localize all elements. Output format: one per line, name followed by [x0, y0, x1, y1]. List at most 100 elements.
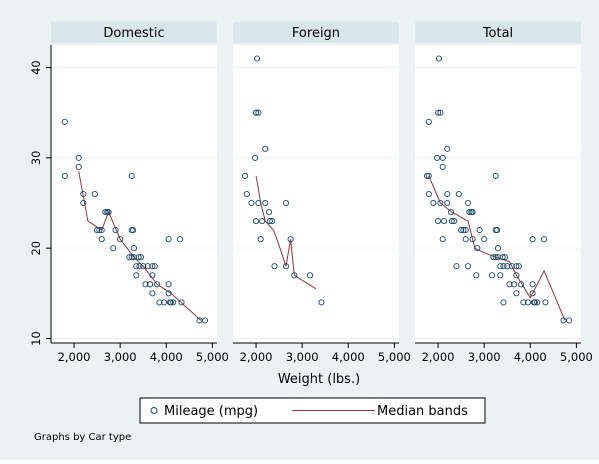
- data-point: [524, 299, 532, 306]
- data-point: [287, 236, 294, 243]
- data-point: [458, 227, 465, 234]
- data-point: [448, 218, 455, 225]
- data-point: [130, 245, 138, 252]
- data-point: [80, 190, 87, 198]
- data-point: [466, 209, 473, 216]
- data-point: [462, 227, 469, 234]
- data-point: [133, 272, 140, 279]
- x-tick-label: 3,000: [286, 350, 319, 364]
- data-point: [515, 263, 522, 270]
- data-point: [252, 154, 259, 161]
- data-point: [262, 199, 269, 207]
- legend-label-mileage: Mileage (mpg): [164, 404, 258, 419]
- x-tick-label: 2,000: [58, 350, 91, 364]
- x-tick-label: 4,000: [514, 350, 547, 364]
- data-point: [160, 299, 168, 306]
- x-tick-label: 3,000: [468, 350, 501, 364]
- data-point: [253, 55, 261, 62]
- median-band-line: [428, 175, 566, 321]
- data-point: [430, 199, 437, 207]
- data-point: [61, 118, 68, 125]
- panel-foreign: Foreign 2,000 3,000 4,000 5,000: [233, 22, 411, 364]
- data-point: [501, 254, 508, 261]
- data-point: [130, 254, 138, 261]
- data-point: [257, 236, 264, 243]
- data-point: [531, 299, 538, 306]
- graph-note: Graphs by Car type: [34, 432, 131, 443]
- y-tick-label: 40: [29, 60, 43, 75]
- data-point: [497, 263, 504, 270]
- data-point: [425, 118, 432, 125]
- data-point: [105, 209, 112, 216]
- x-tick-label: 2,000: [240, 350, 273, 364]
- data-point: [80, 199, 87, 207]
- data-point: [511, 281, 518, 288]
- data-point: [506, 281, 513, 288]
- data-point: [441, 218, 448, 225]
- data-point: [425, 190, 432, 198]
- data-point: [170, 299, 177, 306]
- x-tick-label: 2,000: [422, 350, 455, 364]
- panel-total: Total 2,000 3,000 4,000 5,000: [415, 22, 593, 364]
- data-point: [151, 263, 158, 270]
- data-point: [494, 254, 502, 261]
- data-point: [75, 163, 82, 170]
- y-tick-label: 20: [29, 241, 43, 256]
- data-point: [110, 245, 117, 252]
- median-band-line: [255, 175, 317, 290]
- x-tick-label: 4,000: [332, 350, 365, 364]
- panel-domestic: Domestic 2,000 3,000 4,000 5,000: [51, 22, 229, 364]
- panel-title: Domestic: [103, 26, 164, 41]
- data-point: [149, 290, 156, 297]
- data-point: [167, 299, 174, 306]
- x-axis-label: Weight (lbs.): [278, 372, 360, 387]
- panel-strip: [415, 22, 581, 43]
- data-point: [149, 263, 156, 270]
- data-point: [130, 227, 137, 234]
- data-point: [447, 209, 455, 216]
- data-point: [96, 227, 103, 234]
- x-tick-label: 3,000: [104, 350, 137, 364]
- data-point: [91, 190, 98, 198]
- median-band-line: [78, 171, 202, 321]
- panel-strip: [51, 22, 217, 43]
- data-point: [439, 163, 446, 170]
- data-point: [144, 263, 151, 270]
- x-tick-label: 5,000: [378, 350, 411, 364]
- data-point: [513, 290, 520, 297]
- data-point: [165, 281, 172, 288]
- panel-title: Total: [482, 26, 513, 41]
- x-tick-label: 4,000: [150, 350, 183, 364]
- data-point: [500, 299, 507, 306]
- data-point: [499, 254, 506, 261]
- panels-layer: Domestic 2,000 3,000 4,000 5,000 Foreign 2,000…: [29, 22, 593, 364]
- data-point: [437, 199, 444, 207]
- y-tick-label: 10: [29, 331, 43, 346]
- legend-marker-mileage-icon: [150, 407, 158, 414]
- data-point: [147, 281, 154, 288]
- data-point: [128, 172, 135, 179]
- data-point: [529, 290, 536, 297]
- data-point: [61, 172, 68, 179]
- data-point: [117, 236, 124, 243]
- data-point: [473, 272, 480, 279]
- data-point: [248, 199, 255, 207]
- data-point: [518, 281, 525, 288]
- data-point: [529, 236, 536, 243]
- data-point: [94, 227, 101, 234]
- data-point: [165, 290, 172, 297]
- data-point: [500, 263, 507, 270]
- data-point: [490, 254, 497, 261]
- data-point: [112, 227, 119, 234]
- data-point: [178, 299, 185, 306]
- data-point: [156, 299, 163, 306]
- data-point: [469, 236, 476, 243]
- data-point: [262, 145, 269, 152]
- data-point: [154, 281, 161, 288]
- data-point: [102, 209, 109, 216]
- data-point: [451, 218, 458, 225]
- data-point: [492, 172, 499, 179]
- data-point: [75, 154, 82, 161]
- data-point: [494, 245, 502, 252]
